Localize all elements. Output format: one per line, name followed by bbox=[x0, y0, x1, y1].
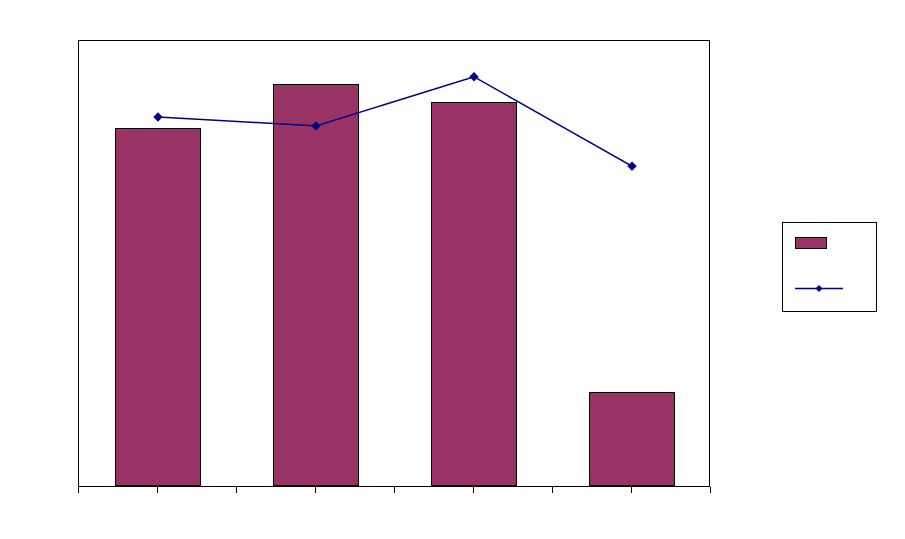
chart-plot-area bbox=[78, 40, 710, 487]
line-series bbox=[79, 41, 709, 486]
x-tick-boundary bbox=[710, 487, 711, 493]
x-tick-boundary bbox=[552, 487, 553, 493]
x-tick bbox=[473, 487, 474, 493]
legend-line-swatch bbox=[795, 283, 843, 294]
line-marker bbox=[312, 122, 320, 130]
line-marker bbox=[154, 113, 162, 121]
x-tick bbox=[315, 487, 316, 493]
line-marker bbox=[470, 73, 478, 81]
x-tick-boundary bbox=[78, 487, 79, 493]
x-tick-boundary bbox=[394, 487, 395, 493]
line-marker bbox=[628, 162, 636, 170]
legend-bar-swatch bbox=[795, 237, 827, 249]
legend bbox=[782, 222, 877, 312]
x-tick bbox=[157, 487, 158, 493]
x-tick-boundary bbox=[236, 487, 237, 493]
x-tick bbox=[631, 487, 632, 493]
